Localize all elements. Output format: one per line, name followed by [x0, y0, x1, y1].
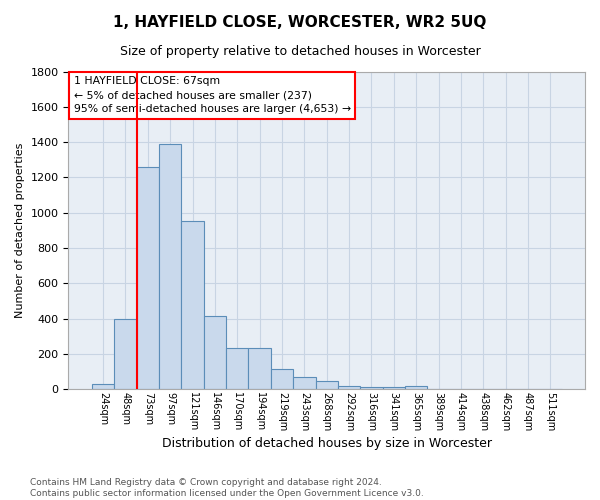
Bar	[271, 369, 293, 390]
X-axis label: Distribution of detached houses by size in Worcester: Distribution of detached houses by size …	[162, 437, 492, 450]
Text: Contains HM Land Registry data © Crown copyright and database right 2024.
Contai: Contains HM Land Registry data © Crown c…	[30, 478, 424, 498]
Bar	[383, 386, 405, 390]
Bar	[181, 220, 204, 390]
Bar	[338, 386, 360, 390]
Bar	[204, 316, 226, 390]
Bar	[293, 377, 316, 390]
Bar	[248, 348, 271, 390]
Bar	[159, 144, 181, 390]
Bar	[226, 348, 248, 390]
Bar	[114, 318, 137, 390]
Text: Size of property relative to detached houses in Worcester: Size of property relative to detached ho…	[119, 45, 481, 58]
Y-axis label: Number of detached properties: Number of detached properties	[15, 142, 25, 318]
Bar	[316, 382, 338, 390]
Text: 1, HAYFIELD CLOSE, WORCESTER, WR2 5UQ: 1, HAYFIELD CLOSE, WORCESTER, WR2 5UQ	[113, 15, 487, 30]
Bar	[405, 386, 427, 390]
Text: 1 HAYFIELD CLOSE: 67sqm
← 5% of detached houses are smaller (237)
95% of semi-de: 1 HAYFIELD CLOSE: 67sqm ← 5% of detached…	[74, 76, 350, 114]
Bar	[360, 386, 383, 390]
Bar	[92, 384, 114, 390]
Bar	[137, 167, 159, 390]
